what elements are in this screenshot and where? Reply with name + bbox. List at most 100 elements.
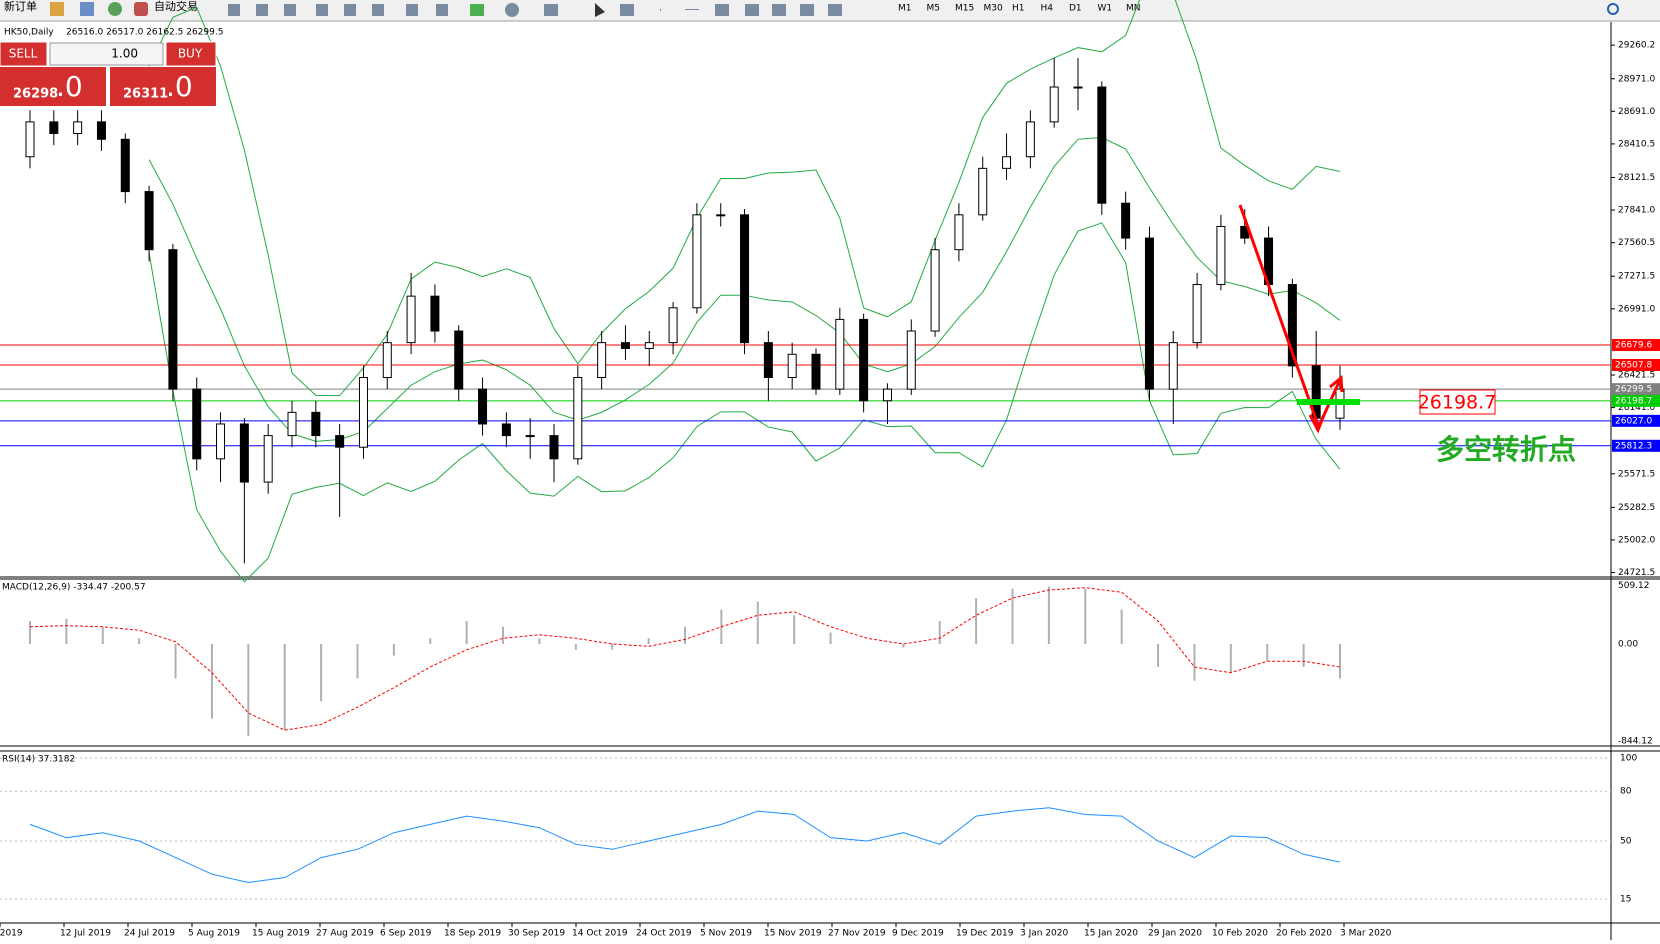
- price-level-label: 26299.5: [1615, 385, 1652, 395]
- x-tick-label: 30 Sep 2019: [508, 929, 565, 939]
- lot-value[interactable]: 1.00: [111, 47, 138, 61]
- lot-field[interactable]: [49, 42, 164, 66]
- icon[interactable]: [772, 4, 786, 16]
- x-tick-label: 10 Feb 2020: [1212, 929, 1268, 939]
- icon[interactable]: [316, 4, 328, 16]
- macd-bar: [174, 644, 177, 679]
- timeframe-button[interactable]: W1: [1098, 4, 1113, 14]
- timeframe-button[interactable]: M15: [955, 4, 974, 14]
- new-order-button[interactable]: 新订单: [4, 0, 37, 13]
- sell-label[interactable]: SELL: [9, 47, 38, 61]
- candle-body: [573, 376, 583, 460]
- candle-body: [811, 353, 821, 390]
- macd-bar: [975, 598, 978, 645]
- bollinger-band: [148, 0, 1341, 397]
- macd-bar: [283, 644, 286, 731]
- turning-point-note: 多空转折点: [1436, 433, 1576, 466]
- candle-body: [930, 249, 940, 332]
- price-level-tag: [1612, 339, 1660, 352]
- sell-button[interactable]: [0, 41, 48, 67]
- icon[interactable]: [685, 9, 699, 10]
- icon[interactable]: [660, 9, 661, 11]
- bollinger-band: [148, 222, 1341, 583]
- icon[interactable]: [715, 4, 729, 16]
- timeframe-button[interactable]: H1: [1012, 4, 1025, 14]
- icon[interactable]: [344, 4, 356, 16]
- icon[interactable]: [108, 2, 122, 16]
- candle-body: [1073, 86, 1083, 89]
- macd-bar: [29, 621, 31, 645]
- buy-button[interactable]: [165, 41, 217, 67]
- signal-line: [29, 587, 1341, 731]
- buy-label[interactable]: BUY: [178, 47, 203, 61]
- candle-body: [454, 330, 464, 390]
- icon[interactable]: [406, 4, 418, 16]
- x-tick-label: 12 Jul 2019: [60, 929, 111, 939]
- auto-trade-button[interactable]: 自动交易: [154, 0, 198, 13]
- candle-body: [96, 121, 106, 140]
- timeframe-button[interactable]: MN: [1126, 4, 1141, 14]
- macd-bar: [1011, 588, 1014, 645]
- icon[interactable]: [505, 3, 519, 17]
- candle-body: [740, 214, 750, 344]
- macd-bar: [1193, 644, 1196, 681]
- y-tick-label: 24721.5: [1618, 568, 1655, 578]
- price-level-tag: [1612, 414, 1660, 427]
- icon[interactable]: [436, 4, 448, 16]
- timeframe-button[interactable]: M30: [984, 4, 1003, 14]
- icon[interactable]: [134, 2, 148, 16]
- macd-bar: [1229, 644, 1232, 673]
- bid-fraction[interactable]: .0: [56, 70, 83, 103]
- macd-bar: [356, 644, 359, 679]
- icon[interactable]: [595, 3, 605, 17]
- search-icon[interactable]: [1607, 3, 1619, 15]
- macd-bar: [502, 626, 505, 645]
- ohlc-header: 26516.0 26517.0 26162.5 26299.5: [66, 28, 223, 38]
- icon[interactable]: [256, 4, 268, 16]
- macd-bar: [392, 644, 395, 656]
- timeframe-button[interactable]: H4: [1041, 4, 1054, 14]
- price-level-label: 26507.8: [1615, 360, 1652, 370]
- icon[interactable]: [745, 4, 759, 16]
- x-tick-label: 20 Feb 2020: [1276, 929, 1332, 939]
- icon[interactable]: [372, 4, 384, 16]
- price-level-label: 26679.6: [1615, 341, 1652, 351]
- bid-box[interactable]: [0, 67, 106, 106]
- timeframe-button[interactable]: D1: [1069, 4, 1082, 14]
- icon[interactable]: [228, 4, 240, 16]
- icon[interactable]: [544, 4, 558, 16]
- ask-price[interactable]: 26311: [123, 87, 168, 102]
- icon[interactable]: [284, 4, 296, 16]
- y-tick-label: 25282.5: [1618, 503, 1655, 513]
- candle-body: [335, 435, 345, 448]
- arrow-head: [1329, 375, 1344, 393]
- timeframe-button[interactable]: M5: [927, 4, 941, 14]
- candle-body: [668, 307, 678, 344]
- price-level-label: 26027.0: [1615, 416, 1652, 426]
- candle-body: [192, 388, 202, 460]
- timeframe-button[interactable]: M1: [898, 4, 912, 14]
- y-tick-label: 26991.0: [1618, 304, 1655, 314]
- candle-body: [882, 388, 892, 402]
- macd-bar: [1266, 644, 1269, 662]
- icon[interactable]: [828, 4, 842, 16]
- candle-body: [597, 342, 607, 378]
- main-chart: [0, 22, 1611, 577]
- x-tick-label: 6 Sep 2019: [380, 929, 432, 939]
- icon[interactable]: [620, 4, 634, 16]
- x-tick-label: 14 Oct 2019: [572, 929, 628, 939]
- candle-body: [716, 214, 726, 217]
- candle-body: [692, 214, 702, 309]
- icon[interactable]: [50, 2, 64, 16]
- ask-box[interactable]: [110, 67, 216, 106]
- icon[interactable]: [80, 2, 94, 16]
- ask-fraction[interactable]: .0: [166, 70, 193, 103]
- icon[interactable]: [470, 4, 484, 16]
- candle-body: [859, 318, 869, 402]
- price-level-tag: [1612, 358, 1660, 371]
- macd-bar: [1047, 586, 1050, 645]
- bid-price[interactable]: 26298: [13, 87, 58, 102]
- x-tick-label: 3 Mar 2020: [1340, 929, 1392, 939]
- icon[interactable]: [800, 4, 814, 16]
